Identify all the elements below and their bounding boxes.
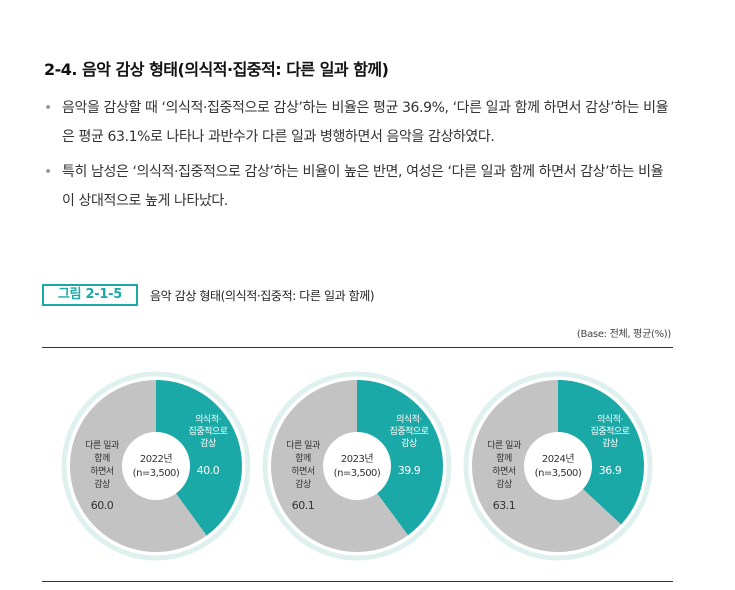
slice-value-focused: 39.9 — [398, 464, 421, 477]
slice-label-focused-line: 의식적· — [597, 413, 623, 425]
section-heading: 2-4. 음악 감상 형태(의식적·집중적: 다른 일과 함께) — [44, 60, 389, 79]
pie-center-label-line: 2024년 — [542, 453, 574, 465]
slice-label-multitask-line: 함께 — [295, 453, 311, 464]
slice-label-multitask-line: 함께 — [496, 453, 512, 464]
bullet-text: 특히 남성은 ‘의식적·집중적으로 감상’하는 비율이 높은 반면, 여성은 ‘… — [62, 164, 664, 209]
slice-label-focused-line: 감상 — [602, 437, 618, 449]
slice-label-focused-line: 집중적으로 — [390, 425, 429, 437]
slice-label-focused-line: 의식적· — [396, 413, 422, 425]
pie-center-label-line: 2022년 — [140, 453, 172, 465]
slice-label-multitask-line: 하면서 — [492, 466, 516, 477]
figure-label: 그림 2-1-5 — [42, 284, 138, 306]
slice-label-multitask-line: 다른 일과 — [286, 440, 320, 451]
slice-value-focused: 40.0 — [197, 464, 220, 477]
slice-label-multitask-line: 하면서 — [291, 466, 315, 477]
slice-label-multitask-line: 함께 — [94, 453, 110, 464]
bullet-item: • 특히 남성은 ‘의식적·집중적으로 감상’하는 비율이 높은 반면, 여성은… — [42, 158, 672, 216]
bullet-item: • 음악을 감상할 때 ‘의식적·집중적으로 감상’하는 비율은 평균 36.9… — [42, 94, 672, 152]
slice-label-multitask-line: 감상 — [295, 478, 311, 490]
pie-slice-focused — [156, 380, 242, 536]
pie-center-label-line: 2023년 — [341, 453, 373, 465]
bullet-text: 음악을 감상할 때 ‘의식적·집중적으로 감상’하는 비율은 평균 36.9%,… — [62, 100, 669, 145]
slice-label-focused-line: 집중적으로 — [591, 425, 630, 437]
pie-center-hole — [323, 432, 391, 500]
pie-center-label-line: (n=3,500) — [133, 468, 180, 479]
bullet-list: • 음악을 감상할 때 ‘의식적·집중적으로 감상’하는 비율은 평균 36.9… — [42, 94, 672, 222]
slice-label-focused-line: 감상 — [200, 437, 216, 449]
slice-label-focused-line: 의식적· — [195, 413, 221, 425]
slice-label-multitask-line: 다른 일과 — [85, 440, 119, 451]
slice-label-multitask-line: 다른 일과 — [487, 440, 521, 451]
figure-title: 음악 감상 형태(의식적·집중적: 다른 일과 함께) — [150, 289, 375, 303]
pie-slice-focused — [357, 380, 443, 536]
figure-bottom-rule — [42, 581, 673, 582]
pie-center-hole — [524, 432, 592, 500]
pie-center-label-line: (n=3,500) — [334, 468, 381, 479]
slice-label-focused: 의식적· 집중적으로 감상 — [591, 413, 630, 449]
base-note: (Base: 전체, 평균(%)) — [576, 329, 671, 340]
slice-value-multitask: 60.0 — [91, 499, 114, 512]
pie-center-label-line: (n=3,500) — [535, 468, 582, 479]
slice-value-multitask: 60.1 — [292, 499, 315, 512]
slice-value-focused: 36.9 — [599, 464, 622, 477]
figure-top-rule — [42, 347, 673, 348]
slice-label-focused: 의식적· 집중적으로 감상 — [189, 413, 228, 449]
bullet-dot-icon: • — [44, 100, 52, 116]
slice-label-multitask-line: 하면서 — [90, 466, 114, 477]
bullet-dot-icon: • — [44, 164, 52, 180]
pie-center-label: 2023년 (n=3,500) — [334, 453, 381, 479]
slice-label-multitask-line: 감상 — [496, 478, 512, 490]
pie-outer-ring — [463, 371, 653, 561]
pie-center-label: 2022년 (n=3,500) — [133, 453, 180, 479]
pie-outer-ring — [262, 371, 452, 561]
pie-slice-focused — [558, 380, 645, 525]
pie-outer-ring — [61, 371, 251, 561]
pie-center-hole — [122, 432, 190, 500]
slice-label-focused: 의식적· 집중적으로 감상 — [390, 413, 429, 449]
slice-label-focused-line: 감상 — [401, 437, 417, 449]
slice-label-multitask-line: 감상 — [94, 478, 110, 490]
slice-label-focused-line: 집중적으로 — [189, 425, 228, 437]
slice-value-multitask: 63.1 — [493, 499, 516, 512]
pie-center-label: 2024년 (n=3,500) — [535, 453, 582, 479]
